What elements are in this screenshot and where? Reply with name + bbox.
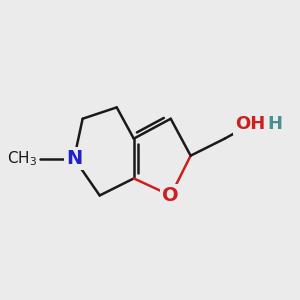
- Text: H: H: [267, 116, 282, 134]
- Text: O: O: [162, 186, 179, 205]
- Text: CH$_3$: CH$_3$: [7, 149, 37, 168]
- Text: OH: OH: [235, 116, 266, 134]
- Text: N: N: [66, 149, 82, 168]
